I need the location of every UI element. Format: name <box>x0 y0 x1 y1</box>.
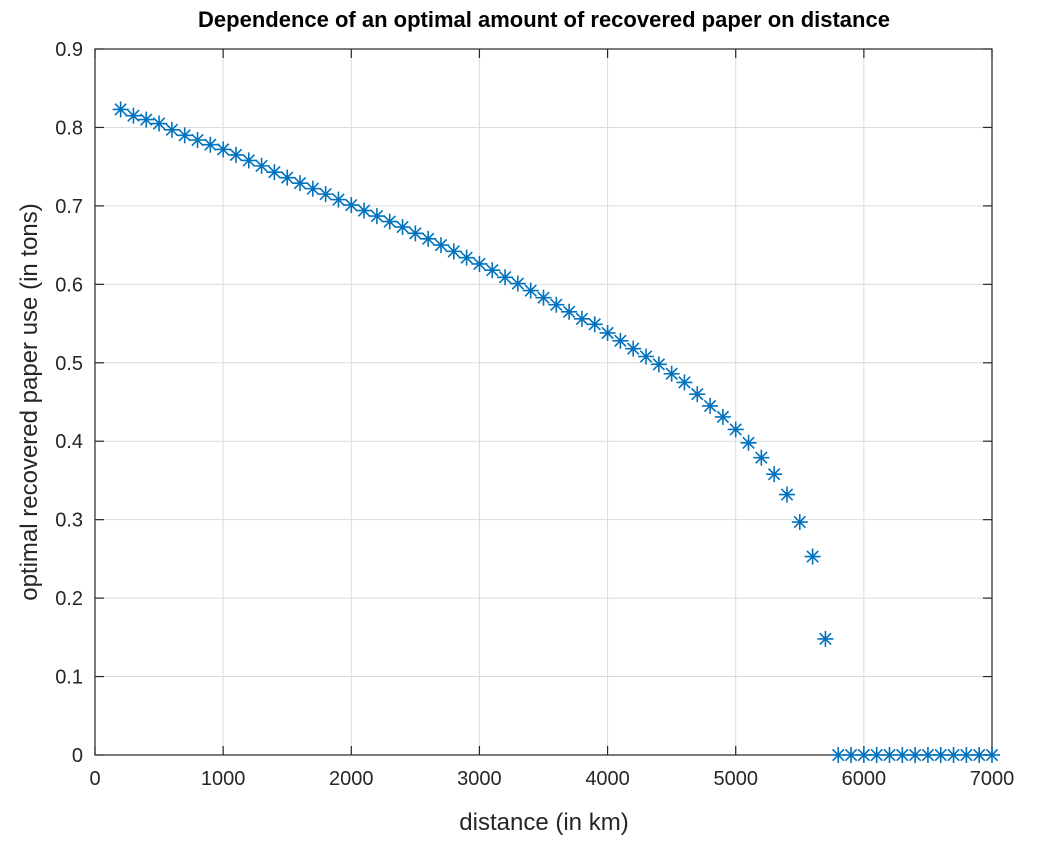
y-tick-label: 0.9 <box>55 39 83 61</box>
data-point <box>766 466 782 482</box>
data-point <box>676 374 692 390</box>
chart-title: Dependence of an optimal amount of recov… <box>198 7 890 32</box>
x-tick-label: 7000 <box>970 768 1015 790</box>
data-point <box>728 421 744 437</box>
y-tick-label: 0.4 <box>55 431 83 453</box>
y-tick-label: 0.7 <box>55 196 83 218</box>
data-point <box>612 333 628 349</box>
data-point <box>202 137 218 153</box>
data-point <box>651 356 667 372</box>
data-point <box>536 290 552 306</box>
x-tick-label: 5000 <box>713 768 758 790</box>
x-tick-label: 3000 <box>457 768 502 790</box>
y-tick-label: 0.2 <box>55 588 83 610</box>
x-tick-label: 6000 <box>842 768 887 790</box>
data-point <box>638 349 654 365</box>
data-point <box>510 276 526 292</box>
data-point <box>625 341 641 357</box>
x-tick-label: 1000 <box>201 768 246 790</box>
data-point <box>138 112 154 128</box>
data-point <box>715 409 731 425</box>
y-axis-label: optimal recovered paper use (in tons) <box>16 203 43 601</box>
y-tick-label: 0 <box>72 745 83 767</box>
data-point <box>817 631 833 647</box>
x-axis-label: distance (in km) <box>459 809 628 836</box>
data-point <box>741 435 757 451</box>
y-tick-label: 0.8 <box>55 117 83 139</box>
data-point <box>600 325 616 341</box>
x-tick-label: 4000 <box>585 768 630 790</box>
x-tick-labels: 0 1000 2000 3000 4000 5000 6000 7000 <box>89 768 1014 790</box>
data-point <box>779 487 795 503</box>
x-tick-label: 0 <box>89 768 100 790</box>
data-point <box>561 304 577 320</box>
data-point <box>523 283 539 299</box>
data-point <box>548 297 564 313</box>
data-point <box>664 366 680 382</box>
data-point <box>984 747 1000 763</box>
data-point <box>190 132 206 148</box>
data-point <box>702 398 718 414</box>
data-points <box>113 101 1000 763</box>
y-tick-label: 0.5 <box>55 353 83 375</box>
data-point <box>125 108 141 124</box>
data-point <box>805 549 821 565</box>
data-point <box>484 262 500 278</box>
y-tick-label: 0.1 <box>55 667 83 689</box>
data-point <box>587 316 603 332</box>
data-point <box>177 127 193 143</box>
data-point <box>753 450 769 466</box>
y-tick-labels: 0 0.1 0.2 0.3 0.4 0.5 0.6 0.7 0.8 0.9 <box>55 39 83 767</box>
data-point <box>689 386 705 402</box>
data-point <box>792 514 808 530</box>
x-tick-label: 2000 <box>329 768 374 790</box>
y-tick-label: 0.6 <box>55 274 83 296</box>
y-tick-label: 0.3 <box>55 510 83 532</box>
